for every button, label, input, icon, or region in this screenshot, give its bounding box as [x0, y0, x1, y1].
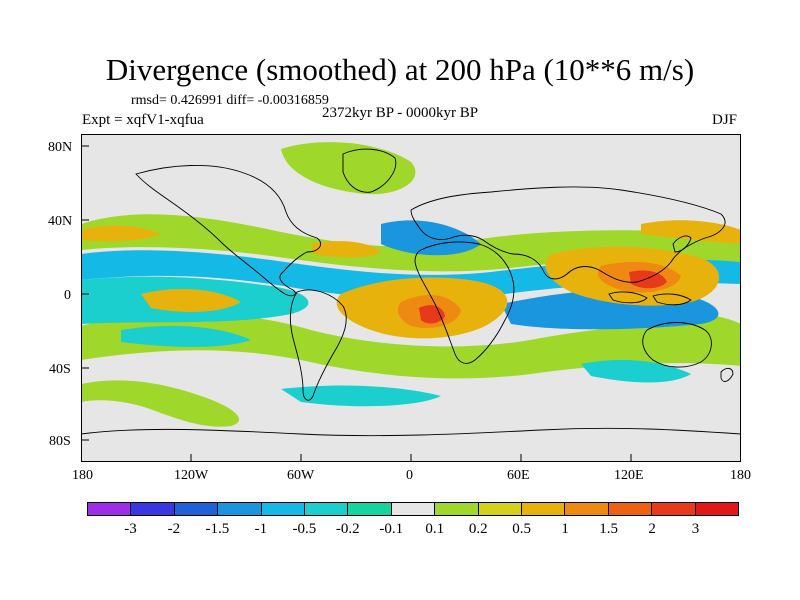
time-period-label: 2372kyr BP - 0000kyr BP	[322, 105, 479, 121]
lon-label-120w: 120W	[174, 468, 209, 483]
colorbar-box	[348, 503, 392, 515]
lat-label-equator: 0	[64, 288, 71, 303]
colorbar-box	[88, 503, 132, 515]
colorbar-label: -3	[124, 521, 137, 537]
lat-label-80n: 80N	[48, 140, 73, 155]
lat-label-40s: 40S	[49, 362, 71, 377]
lon-label-0: 0	[406, 468, 413, 483]
colorbar-label: 0.5	[512, 521, 532, 537]
axis-ticks	[81, 145, 632, 462]
lat-label-80s: 80S	[49, 434, 71, 449]
colorbar-box	[305, 503, 349, 515]
colorbar-box	[608, 503, 653, 515]
lon-label-180e: 180	[730, 468, 751, 483]
colorbar-box	[695, 503, 739, 515]
colorbar-label: -1	[254, 521, 268, 537]
colorbar-box	[478, 503, 523, 515]
map-frame	[81, 134, 741, 462]
lon-label-120e: 120E	[614, 468, 644, 483]
colorbar-label: 0.1	[425, 521, 445, 537]
colorbar-box	[218, 503, 262, 515]
colorbar-label: 1.5	[599, 521, 618, 537]
colorbar-box	[131, 503, 175, 515]
colorbar-label: 0.2	[468, 521, 488, 537]
colorbar-label: 2	[648, 521, 656, 537]
colorbar-box	[435, 503, 479, 515]
colorbar-box	[174, 503, 219, 515]
colorbar-label: -0.2	[335, 521, 360, 537]
season-label: DJF	[712, 112, 738, 128]
rmsd-diff-stats: rmsd= 0.426991 diff= -0.00316859	[131, 93, 329, 108]
colorbar-label: -0.5	[292, 521, 317, 537]
colorbar-box	[391, 503, 436, 515]
colorbar-box	[652, 503, 696, 515]
colorbar-label: -2	[167, 521, 181, 537]
experiment-label: Expt = xqfV1-xqfua	[82, 112, 204, 128]
coastlines	[81, 148, 741, 462]
colorbar-box	[261, 503, 306, 515]
colorbar-label: -1.5	[205, 521, 230, 537]
lat-label-40n: 40N	[48, 214, 73, 229]
colorbar-box	[522, 503, 566, 515]
colorbar	[87, 502, 739, 516]
colorbar-label: 3	[691, 521, 700, 537]
colorbar-label: 1	[561, 521, 569, 537]
colorbar-label: -0.1	[379, 521, 404, 537]
lon-label-180w: 180	[72, 468, 93, 483]
divergence-map	[81, 134, 741, 462]
plot-title: Divergence (smoothed) at 200 hPa (10**6 …	[105, 52, 695, 87]
colorbar-box	[565, 503, 609, 515]
lon-label-60e: 60E	[507, 468, 530, 483]
lon-label-60w: 60W	[287, 468, 315, 483]
